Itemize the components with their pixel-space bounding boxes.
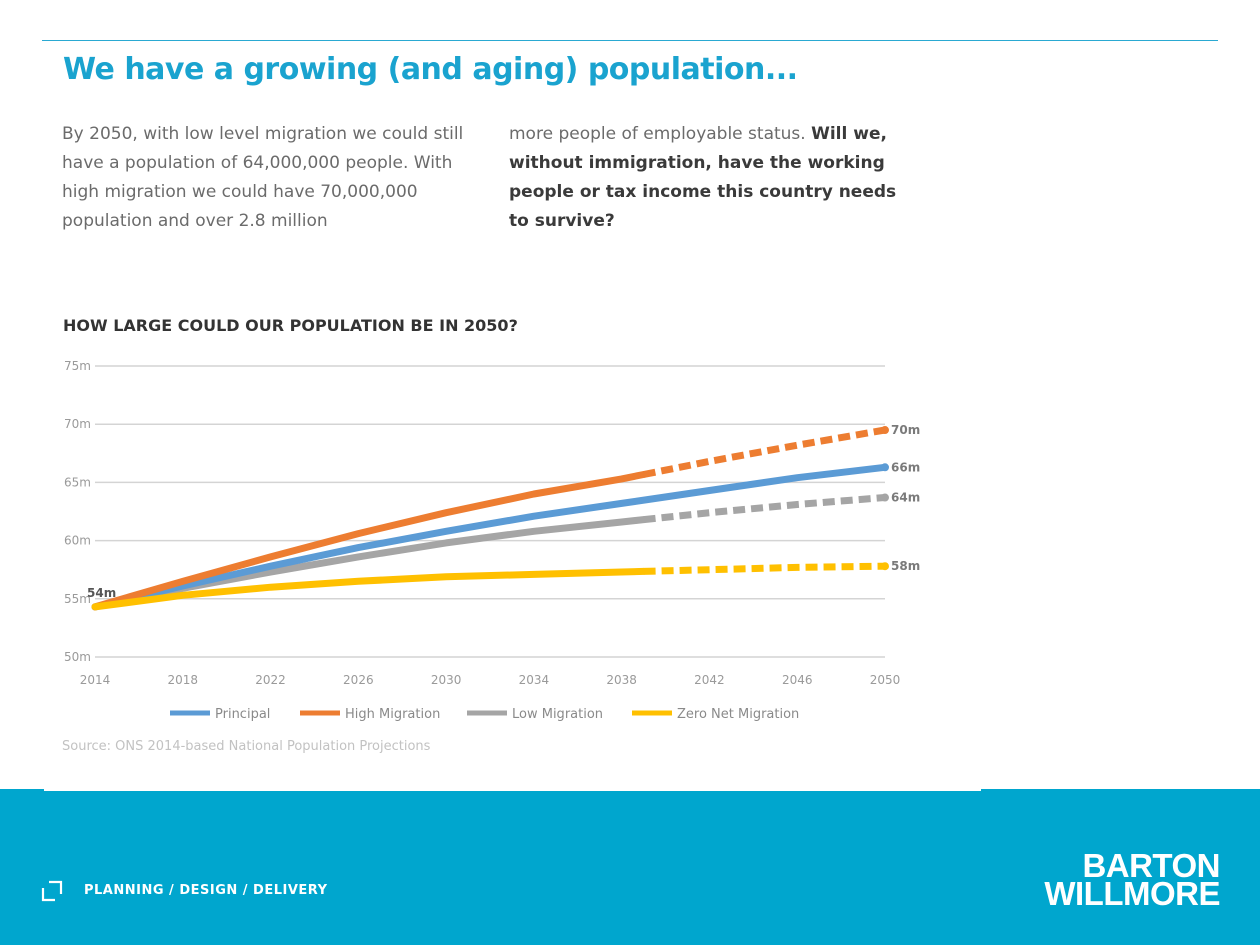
logo-line-2: WILLMORE bbox=[1044, 875, 1220, 912]
legend-label: High Migration bbox=[345, 707, 440, 722]
series-line-projection bbox=[643, 562, 886, 575]
legend-label: Zero Net Migration bbox=[677, 707, 799, 722]
x-tick-label: 2030 bbox=[431, 673, 462, 687]
x-tick-label: 2050 bbox=[870, 673, 901, 687]
series-end-point bbox=[881, 463, 889, 472]
source-note: Source: ONS 2014-based National Populati… bbox=[62, 739, 431, 754]
y-tick-label: 50m bbox=[64, 650, 91, 664]
footer-band bbox=[0, 789, 1260, 945]
footer-tagline: PLANNING / DESIGN / DELIVERY bbox=[84, 883, 328, 898]
legend-label: Principal bbox=[215, 707, 270, 722]
end-value-label: 64m bbox=[891, 491, 920, 505]
series-line-projection bbox=[642, 426, 886, 478]
series-line-solid bbox=[91, 567, 648, 611]
x-tick-label: 2014 bbox=[80, 673, 111, 687]
series-line-projection bbox=[643, 494, 886, 524]
end-value-label: 70m bbox=[891, 423, 920, 437]
corner-bracket-icon bbox=[41, 880, 63, 902]
top-rule bbox=[42, 40, 1218, 41]
y-tick-label: 60m bbox=[64, 534, 91, 548]
population-chart: 50m 55m 60m 65m 70m 75m 2014 2018 2022 2026 2030 20… bbox=[64, 359, 920, 722]
x-tick-label: 2042 bbox=[694, 673, 725, 687]
series-line-solid bbox=[91, 463, 889, 611]
footer-divider bbox=[44, 789, 981, 791]
company-logo: BARTON WILLMORE bbox=[1044, 847, 1220, 912]
series-line-solid bbox=[91, 471, 648, 611]
x-tick-label: 2018 bbox=[168, 673, 199, 687]
series-end-point bbox=[881, 562, 889, 571]
end-value-label: 66m bbox=[891, 460, 920, 474]
x-tick-label: 2038 bbox=[606, 673, 637, 687]
series-end-point bbox=[881, 426, 889, 435]
x-tick-label: 2026 bbox=[343, 673, 374, 687]
x-tick-label: 2046 bbox=[782, 673, 813, 687]
y-tick-label: 75m bbox=[64, 359, 91, 373]
intro-text-plain: more people of employable status. bbox=[509, 124, 806, 144]
y-tick-label: 70m bbox=[64, 417, 91, 431]
intro-text-right: more people of employable status. Will w… bbox=[509, 120, 914, 236]
chart-heading: HOW LARGE COULD OUR POPULATION BE IN 205… bbox=[63, 316, 518, 335]
logo-line-1: BARTON bbox=[1082, 847, 1220, 884]
start-value-label: 54m bbox=[87, 586, 116, 600]
series-end-point bbox=[881, 493, 889, 502]
end-value-label: 58m bbox=[891, 559, 920, 573]
x-tick-label: 2022 bbox=[255, 673, 286, 687]
y-tick-label: 65m bbox=[64, 475, 91, 489]
page-title: We have a growing (and aging) population… bbox=[63, 52, 798, 87]
y-tick-label: 55m bbox=[64, 592, 91, 606]
intro-text-bold: Will we, without immigration, have the w… bbox=[509, 124, 897, 231]
legend-label: Low Migration bbox=[512, 707, 603, 722]
intro-text-left: By 2050, with low level migration we cou… bbox=[62, 124, 464, 231]
x-tick-label: 2034 bbox=[519, 673, 550, 687]
